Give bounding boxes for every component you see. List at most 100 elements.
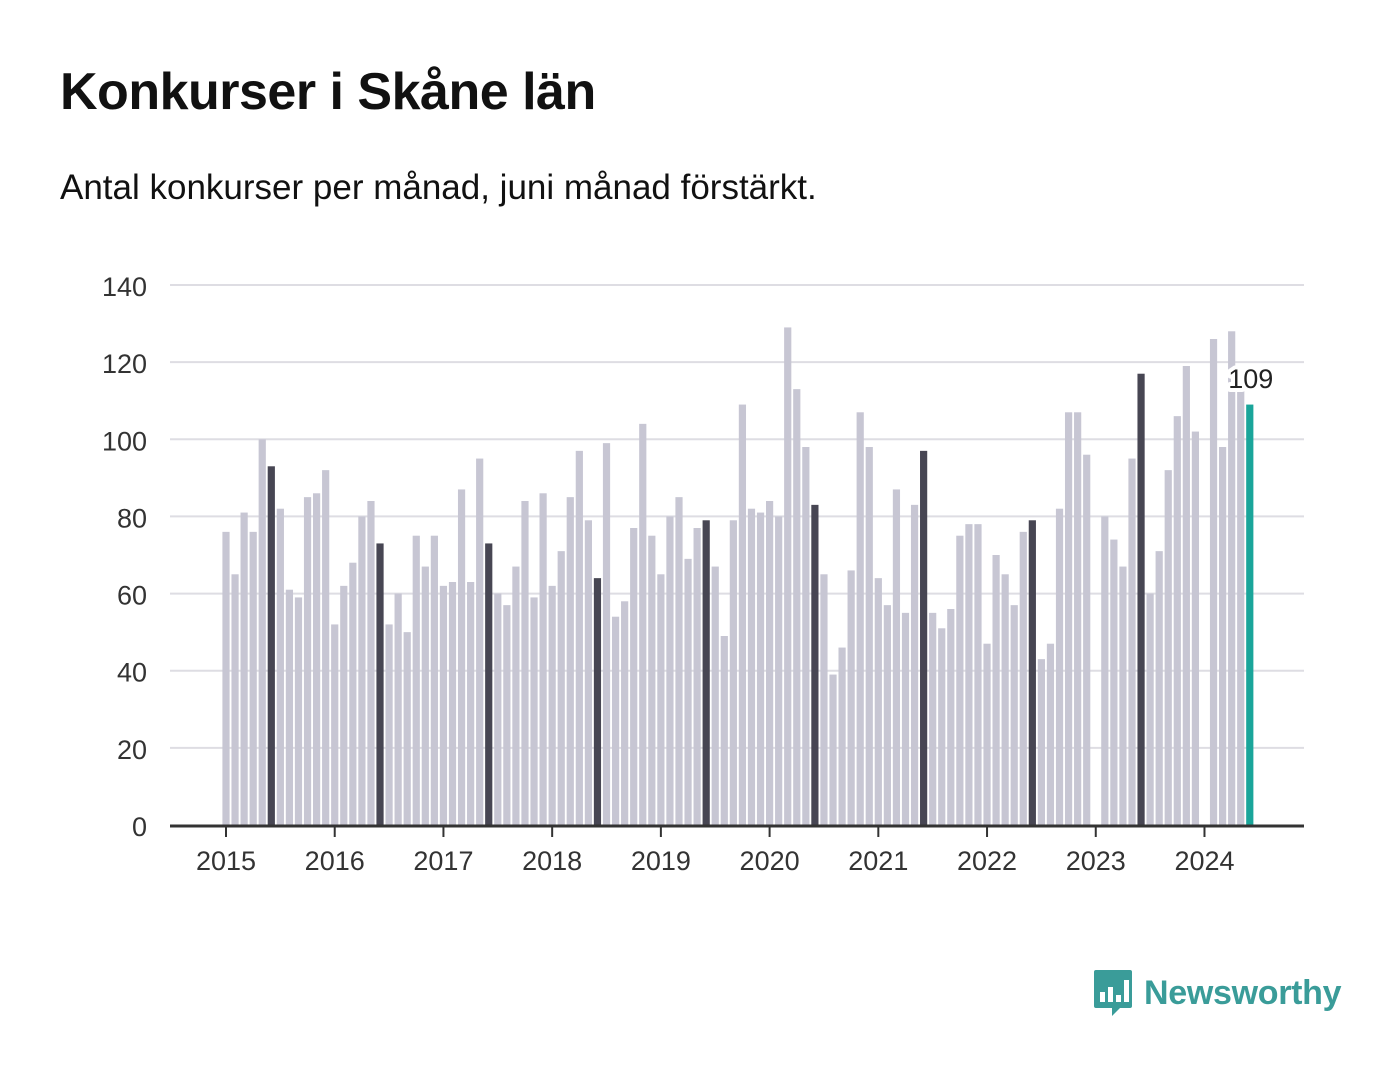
bar (539, 493, 547, 825)
bar (448, 582, 457, 825)
bar (1155, 551, 1163, 825)
bar (313, 493, 321, 825)
bar (276, 508, 284, 825)
bar (630, 528, 638, 825)
data-labels: 109 (1224, 360, 1277, 398)
bar (992, 555, 1000, 825)
x-tick-label: 2015 (196, 846, 256, 876)
x-tick-label: 2024 (1174, 846, 1234, 876)
bar (1001, 574, 1009, 825)
y-tick-label: 60 (117, 581, 147, 611)
bar (784, 327, 792, 825)
bar (720, 636, 728, 825)
bar (530, 597, 538, 825)
bar (648, 535, 656, 825)
bars (222, 327, 1254, 825)
bar (340, 585, 348, 825)
x-tick-label: 2023 (1066, 846, 1126, 876)
bar-latest (1246, 404, 1254, 825)
bar (747, 508, 756, 825)
bar-june (593, 578, 602, 825)
bar (1046, 643, 1055, 825)
bar (1110, 539, 1118, 825)
bar (947, 609, 955, 825)
y-tick-label: 40 (117, 658, 147, 688)
bar-june (376, 543, 384, 825)
bar (1064, 412, 1073, 825)
bar (874, 578, 882, 825)
bar-june (811, 504, 819, 825)
chart-title: Konkurser i Skåne län (60, 63, 596, 121)
bar (729, 520, 737, 825)
bar (222, 531, 230, 825)
bar (766, 501, 774, 825)
bar (258, 439, 266, 825)
bar (394, 593, 402, 825)
bar (684, 558, 692, 825)
bar (802, 447, 810, 825)
bar (666, 516, 674, 825)
bar (892, 489, 901, 825)
bar (566, 497, 574, 825)
bar (847, 570, 855, 825)
bar (476, 458, 484, 825)
bar (430, 535, 438, 825)
bar (1173, 416, 1181, 825)
bar (1228, 331, 1236, 825)
bar (457, 489, 466, 825)
x-tick-label: 2016 (305, 846, 365, 876)
y-tick-label: 100 (102, 426, 147, 456)
bar (965, 524, 973, 825)
bar-june (267, 466, 275, 825)
y-tick-label: 0 (132, 812, 147, 842)
bar (829, 674, 837, 825)
bar (367, 501, 375, 825)
bar (910, 504, 919, 825)
y-axis-tick-labels: 0 20 40 60 80 100 120 140 (102, 272, 147, 842)
x-axis-tick-labels: 2015 2016 2017 2018 2019 2020 2021 2022 2023 2024 (196, 846, 1235, 876)
bar (421, 566, 429, 825)
bar (249, 531, 257, 825)
bar (675, 497, 683, 825)
bar (403, 632, 411, 825)
bar (557, 551, 565, 825)
bar (439, 585, 448, 825)
y-tick-label: 140 (102, 272, 147, 302)
bar (865, 447, 873, 825)
bar (1101, 516, 1109, 825)
bar (1219, 447, 1227, 825)
bar (1119, 566, 1127, 825)
bar (602, 443, 611, 825)
bar-june (1137, 373, 1145, 825)
bar (1209, 339, 1218, 825)
bar (820, 574, 828, 825)
bar (621, 601, 629, 825)
bar (575, 450, 583, 825)
bar (775, 516, 783, 825)
bar (711, 566, 719, 825)
newsworthy-logo-icon (1094, 970, 1132, 1016)
x-tick-label: 2021 (848, 846, 908, 876)
bar (956, 535, 964, 825)
bar (1074, 412, 1082, 825)
bar (938, 628, 946, 825)
bar (1191, 431, 1200, 825)
bar (856, 412, 864, 825)
bar (349, 562, 357, 825)
bar (639, 423, 647, 825)
bar (1083, 454, 1091, 825)
bar (1037, 659, 1045, 825)
bar (1164, 470, 1172, 825)
bar (901, 612, 910, 825)
bar (303, 497, 312, 825)
x-tick-label: 2019 (631, 846, 691, 876)
bar (548, 585, 556, 825)
bar (983, 643, 991, 825)
bar (1146, 593, 1154, 825)
bar (358, 516, 366, 825)
y-tick-label: 120 (102, 349, 147, 379)
bar (1055, 508, 1064, 825)
bar-june (485, 543, 493, 825)
bar (693, 528, 701, 825)
